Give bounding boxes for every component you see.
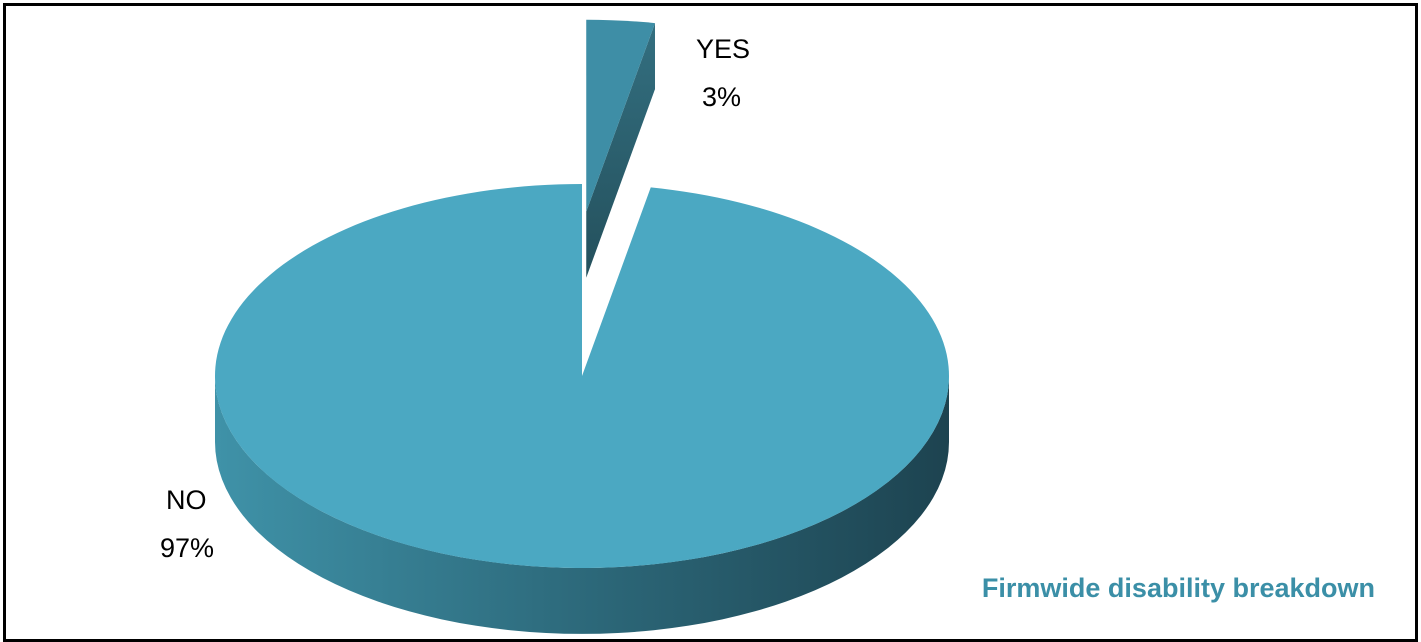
slice-no: [215, 184, 950, 568]
slice-label-no-name: NO: [166, 485, 207, 515]
slice-label-no-value: 97%: [160, 533, 214, 563]
slice-label-yes-value: 3%: [702, 82, 741, 112]
slice-yes-side: [586, 23, 656, 278]
chart-title: Firmwide disability breakdown: [982, 573, 1375, 603]
slice-no-side: [215, 376, 949, 634]
pie-slices: [215, 19, 950, 634]
slice-yes: [586, 19, 656, 212]
slice-label-yes-name: YES: [696, 34, 750, 64]
